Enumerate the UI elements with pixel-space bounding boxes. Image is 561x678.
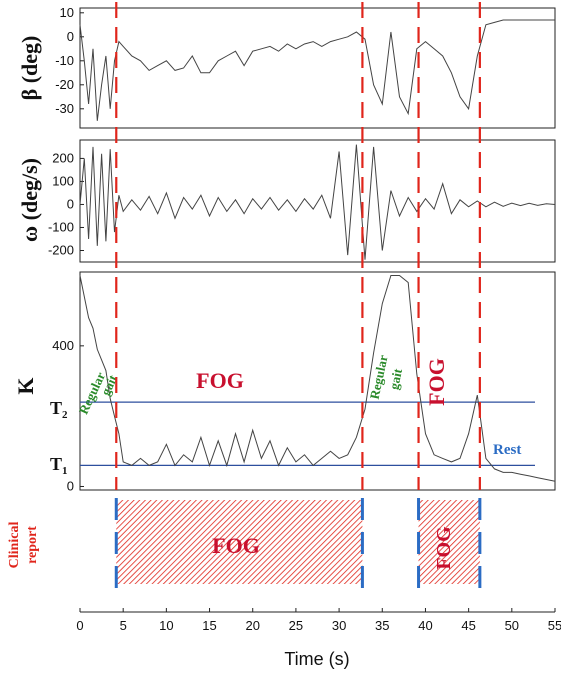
- x-tick-label: 15: [202, 618, 216, 633]
- y-tick-label: -20: [55, 77, 74, 92]
- k-signal: [79, 275, 556, 482]
- x-tick-label: 25: [289, 618, 303, 633]
- rest-label: Rest: [493, 442, 521, 458]
- beta-signal: [79, 19, 555, 121]
- y-axis-label: ω (deg/s): [17, 158, 42, 242]
- x-tick-label: 35: [375, 618, 389, 633]
- t1-letter: T: [50, 454, 62, 474]
- clinical-report: Clinical report FOG FOG: [7, 498, 482, 588]
- x-tick-label: 45: [461, 618, 475, 633]
- y-tick-label: -200: [48, 242, 74, 257]
- y-tick-label: -10: [55, 53, 74, 68]
- y-tick-label: 200: [52, 150, 74, 165]
- x-tick-label: 50: [505, 618, 519, 633]
- fog-report-block: [418, 500, 480, 584]
- report-fog-1: FOG: [212, 533, 260, 558]
- x-tick-label: 30: [332, 618, 346, 633]
- y-ticks: 400 0: [52, 338, 84, 493]
- x-tick-label: 10: [159, 618, 173, 633]
- clinical-label: Clinical: [7, 522, 22, 569]
- x-tick-label: 20: [245, 618, 259, 633]
- t2-label: T2: [50, 398, 68, 421]
- t1-label: T1: [50, 454, 68, 477]
- t1-subscript: 1: [62, 465, 68, 477]
- fog-label-second: FOG: [424, 358, 449, 406]
- x-ticks: 0 5 10 15 20 25 30 35 40 45 50 55: [76, 608, 561, 633]
- t2-letter: T: [50, 398, 62, 418]
- x-axis-label: Time (s): [284, 649, 349, 669]
- y-ticks: 200 100 0 -100 -200: [48, 150, 84, 257]
- clinical-label-line: Clinical: [7, 522, 22, 569]
- t2-subscript: 2: [62, 409, 68, 421]
- report-label: report: [25, 526, 40, 564]
- event-lines: [115, 2, 481, 490]
- fog-report-block: [116, 500, 363, 584]
- omega-signal: [79, 144, 556, 260]
- y-tick-label: 400: [52, 338, 74, 353]
- y-tick-label: 0: [67, 478, 74, 493]
- y-tick-label: 0: [67, 196, 74, 211]
- x-tick-label: 55: [548, 618, 561, 633]
- x-tick-label: 40: [418, 618, 432, 633]
- report-fog-2: FOG: [433, 526, 455, 570]
- clinical-label-line: report: [25, 526, 40, 564]
- panel-frame: [79, 7, 556, 129]
- y-tick-label: 100: [52, 173, 74, 188]
- report-segments: [114, 498, 482, 588]
- fog-label-main: FOG: [196, 368, 244, 393]
- regular-gait-mid-2: gait: [386, 367, 405, 391]
- regular-gait-mid: Regular: [367, 353, 391, 400]
- y-axis-label: K: [13, 377, 38, 394]
- annotation-line: gait: [386, 367, 405, 391]
- panel-frame: [79, 271, 556, 491]
- y-axis-label: β (deg): [17, 36, 42, 101]
- y-ticks: 10 0 -10 -20 -30: [55, 5, 84, 116]
- x-axis: 0 5 10 15 20 25 30 35 40 45 50 55 Time (s): [76, 608, 561, 669]
- x-tick-label: 5: [120, 618, 127, 633]
- y-tick-label: -100: [48, 219, 74, 234]
- annotation-line: Regular: [367, 353, 391, 400]
- y-tick-label: 0: [67, 29, 74, 44]
- x-tick-label: 0: [76, 618, 83, 633]
- panel-omega: 200 100 0 -100 -200 ω (deg/s): [17, 139, 556, 263]
- panel-beta: 10 0 -10 -20 -30 β (deg): [17, 5, 556, 129]
- threshold-lines: [80, 401, 535, 467]
- y-tick-label: -30: [55, 101, 74, 116]
- y-tick-label: 10: [60, 5, 74, 20]
